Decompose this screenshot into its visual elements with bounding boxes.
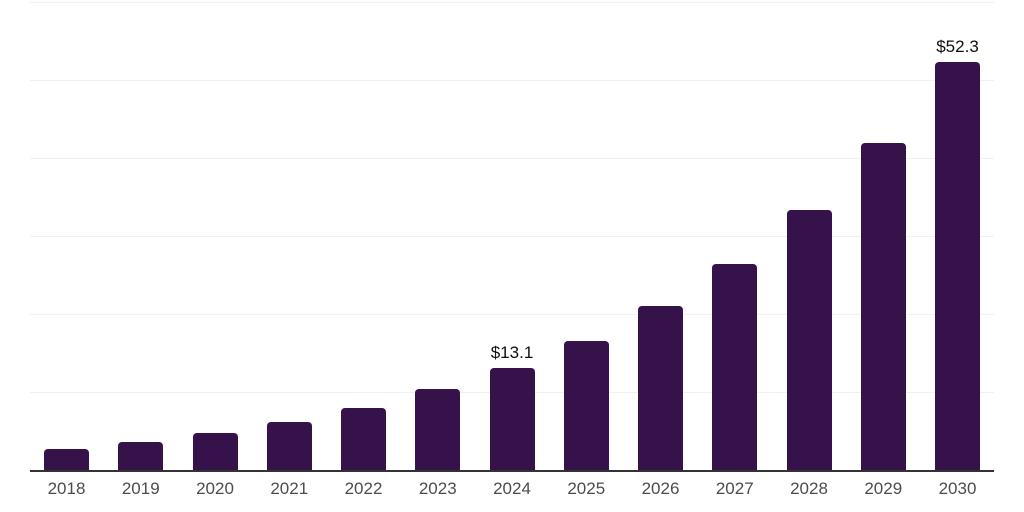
gridline xyxy=(30,2,994,3)
x-tick-label-2018: 2018 xyxy=(47,479,86,498)
bars-row: $13.1 $52.3 xyxy=(30,2,994,470)
bar-column-2019 xyxy=(118,2,164,470)
x-tick-label-2027: 2027 xyxy=(715,479,754,498)
x-axis-labels: 2018 2019 2020 2021 2022 2023 2024 2025 2026 2027… xyxy=(30,478,994,500)
bar-column-2029 xyxy=(860,2,906,470)
bar-column-2030: $52.3 xyxy=(935,2,980,470)
bar-column-2027 xyxy=(712,2,758,470)
bar-column-2021 xyxy=(266,2,312,470)
x-tick-cell-2020: 2020 xyxy=(193,478,238,500)
x-tick-cell-2030: 2030 xyxy=(935,478,980,500)
gridline xyxy=(30,236,994,237)
x-tick-label-2020: 2020 xyxy=(196,479,234,498)
x-tick-label-2019: 2019 xyxy=(121,479,160,498)
bar-column-2025 xyxy=(563,2,609,470)
bar-column-2024: $13.1 xyxy=(489,2,535,470)
bar-column-2023 xyxy=(415,2,461,470)
x-tick-cell-2022: 2022 xyxy=(341,478,386,500)
x-tick-cell-2028: 2028 xyxy=(787,478,832,500)
bar-2028 xyxy=(786,209,832,470)
plot-area: $13.1 $52.3 xyxy=(30,2,994,472)
x-tick-cell-2024: 2024 xyxy=(490,478,535,500)
x-tick-label-2023: 2023 xyxy=(418,479,457,498)
bar-2025 xyxy=(563,340,609,470)
bar-2026 xyxy=(638,306,683,470)
bar-column-2028 xyxy=(786,2,832,470)
bar-column-2020 xyxy=(192,2,238,470)
bar-column-2022 xyxy=(341,2,386,470)
x-tick-cell-2027: 2027 xyxy=(712,478,757,500)
x-tick-cell-2023: 2023 xyxy=(415,478,460,500)
x-tick-label-2028: 2028 xyxy=(790,479,828,498)
bar-2024: $13.1 xyxy=(489,343,535,470)
bar-column-2018 xyxy=(44,2,89,470)
x-tick-cell-2029: 2029 xyxy=(861,478,906,500)
bar-2021 xyxy=(266,422,312,470)
x-tick-label-2030: 2030 xyxy=(938,479,977,498)
x-tick-label-2021: 2021 xyxy=(270,479,309,498)
x-tick-label-2025: 2025 xyxy=(567,479,606,498)
x-tick-label-2026: 2026 xyxy=(641,479,680,498)
x-tick-cell-2018: 2018 xyxy=(44,478,89,500)
gridline xyxy=(30,80,994,81)
bar-value-label-2024: $13.1 xyxy=(490,342,534,362)
bar-2018 xyxy=(44,448,89,470)
gridline xyxy=(30,158,994,159)
x-tick-label-2024: 2024 xyxy=(493,479,531,498)
x-tick-cell-2019: 2019 xyxy=(118,478,163,500)
bar-column-2026 xyxy=(638,2,683,470)
bar-value-label-2030: $52.3 xyxy=(936,37,979,57)
bar-2029 xyxy=(860,143,906,470)
bar-2023 xyxy=(415,388,461,470)
bar-2022 xyxy=(341,408,386,470)
bar-2019 xyxy=(118,441,164,470)
x-tick-label-2029: 2029 xyxy=(864,479,903,498)
x-tick-cell-2021: 2021 xyxy=(267,478,312,500)
bar-2030: $52.3 xyxy=(935,37,980,470)
bar-2027 xyxy=(712,264,758,470)
x-tick-label-2022: 2022 xyxy=(344,479,383,498)
gridline xyxy=(30,314,994,315)
x-tick-cell-2026: 2026 xyxy=(638,478,683,500)
x-tick-cell-2025: 2025 xyxy=(564,478,609,500)
bar-2020 xyxy=(192,433,238,470)
